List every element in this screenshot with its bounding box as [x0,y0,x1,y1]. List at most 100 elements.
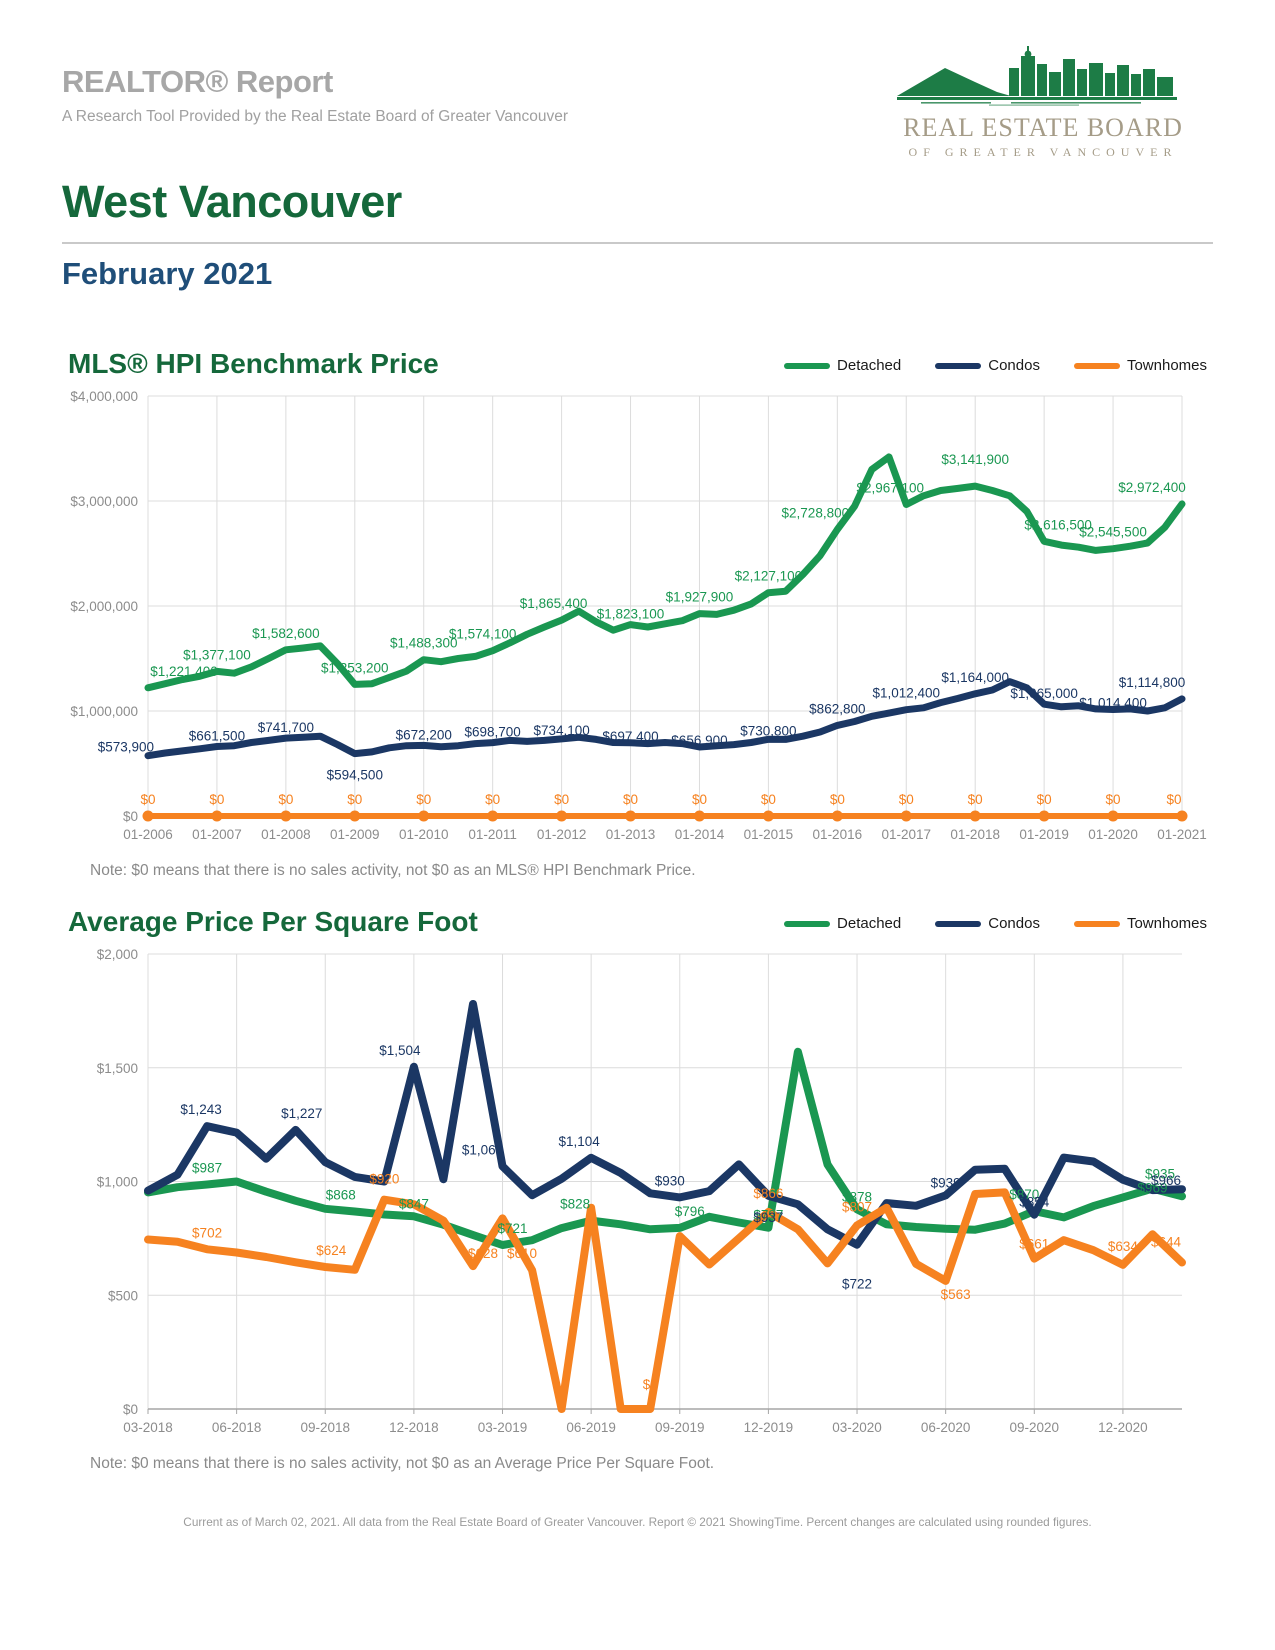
svg-text:$0: $0 [123,809,138,824]
sqft-chart-header: Average Price Per Square Foot Detached Co… [62,906,1213,940]
svg-text:$1,582,600: $1,582,600 [252,626,320,641]
svg-text:$2,000,000: $2,000,000 [70,599,138,614]
legend-item-detached: Detached [784,357,901,374]
svg-text:$0: $0 [140,792,155,807]
svg-text:$1,000,000: $1,000,000 [70,704,138,719]
svg-text:12-2020: 12-2020 [1098,1420,1148,1435]
svg-text:$0: $0 [1037,792,1052,807]
svg-text:$730,800: $730,800 [740,723,796,738]
legend-item-townhomes: Townhomes [1073,915,1207,932]
svg-text:$0: $0 [209,792,224,807]
svg-text:06-2020: 06-2020 [921,1420,971,1435]
svg-text:$1,014,400: $1,014,400 [1079,695,1147,710]
svg-text:01-2019: 01-2019 [1019,827,1069,842]
legend-item-condos: Condos [935,915,1040,932]
svg-text:$0: $0 [1166,792,1181,807]
svg-text:09-2020: 09-2020 [1010,1420,1060,1435]
svg-text:$634: $634 [1108,1239,1139,1254]
svg-text:$698,700: $698,700 [465,725,521,740]
svg-text:$3,141,900: $3,141,900 [941,452,1009,467]
townhomes-line-swatch-icon [1073,362,1120,369]
svg-text:$661: $661 [1019,1237,1049,1252]
detached-line-swatch-icon [784,920,831,927]
legend-label: Townhomes [1126,357,1207,374]
svg-text:$0: $0 [968,792,983,807]
svg-text:$0: $0 [830,792,845,807]
svg-text:01-2021: 01-2021 [1157,827,1207,842]
svg-text:$807: $807 [842,1199,872,1214]
svg-text:$1,823,100: $1,823,100 [597,607,665,622]
svg-text:$0: $0 [123,1402,138,1417]
svg-text:$624: $624 [316,1243,347,1258]
svg-text:$920: $920 [369,1172,399,1187]
svg-text:$1,865,400: $1,865,400 [520,596,588,611]
area-title: West Vancouver [62,176,402,227]
hpi-chart-header: MLS® HPI Benchmark Price Detached Condos T… [62,348,1213,382]
svg-text:$866: $866 [753,1186,783,1201]
svg-text:$0: $0 [899,792,914,807]
svg-text:12-2019: 12-2019 [744,1420,794,1435]
svg-text:$878: $878 [842,1189,872,1204]
svg-text:$847: $847 [399,1196,429,1211]
svg-text:$862,800: $862,800 [809,701,865,716]
svg-text:$0: $0 [416,792,431,807]
legend-item-townhomes: Townhomes [1073,357,1207,374]
svg-text:$721: $721 [497,1221,527,1236]
svg-text:$2,967,100: $2,967,100 [856,480,924,495]
legend-label: Detached [837,357,902,374]
svg-text:$0: $0 [643,1377,658,1392]
svg-text:$1,488,300: $1,488,300 [390,636,458,651]
svg-text:01-2013: 01-2013 [606,827,656,842]
svg-text:$661,500: $661,500 [189,729,245,744]
logo-line2: OF GREATER VANCOUVER [908,145,1178,159]
report-header: REALTOR® Report A Research Tool Provided… [62,46,1213,160]
svg-text:$868: $868 [326,1188,356,1203]
svg-text:$734,100: $734,100 [533,723,589,738]
svg-text:$672,200: $672,200 [396,727,452,742]
logo-line1: REAL ESTATE BOARD [903,113,1183,142]
svg-text:01-2017: 01-2017 [881,827,931,842]
svg-text:01-2012: 01-2012 [537,827,587,842]
svg-text:$0: $0 [485,792,500,807]
svg-text:$870: $870 [1009,1187,1039,1202]
legend-item-condos: Condos [935,357,1040,374]
svg-text:$1,927,900: $1,927,900 [666,590,734,605]
svg-text:09-2019: 09-2019 [655,1420,705,1435]
svg-text:$1,067: $1,067 [462,1142,503,1157]
report-page: REALTOR® Report A Research Tool Provided… [62,46,1213,1529]
svg-text:01-2016: 01-2016 [813,827,863,842]
svg-text:$2,127,100: $2,127,100 [735,569,803,584]
hpi-chart-title: MLS® HPI Benchmark Price [68,348,439,379]
svg-text:01-2011: 01-2011 [468,827,517,842]
svg-text:$573,900: $573,900 [98,740,154,755]
hpi-chart-note: Note: $0 means that there is no sales ac… [90,862,696,879]
svg-text:$1,227: $1,227 [281,1106,322,1121]
price-per-sqft-section: Average Price Per Square Foot Detached Co… [62,906,1213,1473]
svg-text:01-2020: 01-2020 [1088,827,1138,842]
svg-text:$796: $796 [675,1204,705,1219]
svg-text:$0: $0 [1106,792,1121,807]
logo-skyline-icon [897,46,1177,106]
svg-text:01-2010: 01-2010 [399,827,449,842]
svg-text:$656,900: $656,900 [671,733,727,748]
svg-text:$2,972,400: $2,972,400 [1118,480,1186,495]
header-divider [62,242,1213,244]
svg-text:$1,164,000: $1,164,000 [941,670,1009,685]
svg-text:$797: $797 [753,1208,783,1223]
svg-text:$563: $563 [941,1287,971,1302]
svg-text:$2,545,500: $2,545,500 [1079,525,1147,540]
svg-text:$2,000: $2,000 [97,947,138,962]
condos-line-swatch-icon [935,920,982,927]
svg-text:03-2020: 03-2020 [832,1420,882,1435]
svg-text:06-2019: 06-2019 [566,1420,616,1435]
svg-text:01-2014: 01-2014 [675,827,725,842]
svg-text:$628: $628 [468,1246,498,1261]
svg-text:09-2018: 09-2018 [300,1420,350,1435]
svg-text:$2,616,500: $2,616,500 [1024,517,1092,532]
svg-text:$2,728,800: $2,728,800 [782,505,850,520]
detached-line-swatch-icon [784,362,831,369]
svg-text:$0: $0 [623,792,638,807]
svg-text:$594,500: $594,500 [327,768,383,783]
sqft-legend: Detached Condos Townhomes [784,915,1207,938]
rebgv-logo: REAL ESTATE BOARD OF GREATER VANCOUVER [893,46,1193,160]
